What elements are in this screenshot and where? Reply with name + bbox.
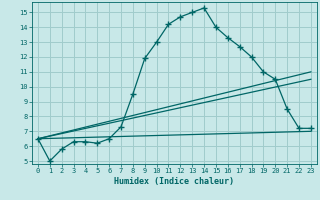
X-axis label: Humidex (Indice chaleur): Humidex (Indice chaleur) (115, 177, 234, 186)
